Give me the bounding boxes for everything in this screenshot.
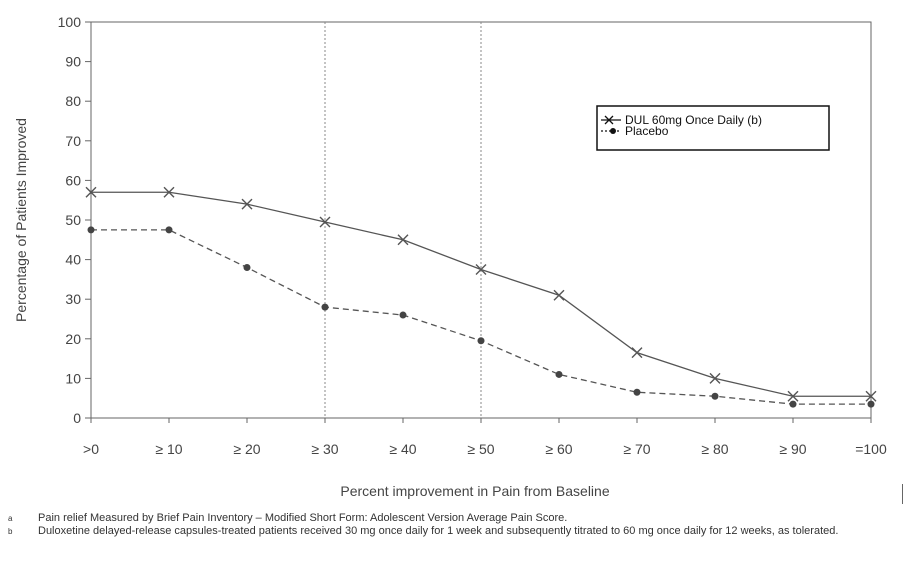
y-tick-label: 70 <box>65 133 81 149</box>
data-point-circle <box>633 388 641 396</box>
footnotes: a Pain relief Measured by Brief Pain Inv… <box>8 512 913 538</box>
x-tick-label: >0 <box>83 441 99 457</box>
footnote-mark: b <box>8 527 13 536</box>
data-point-circle <box>165 226 173 234</box>
chart: 0 10 20 30 40 50 60 70 80 90 100 >0 ≥ 10 ≥ 20 ≥ 30 ≥ 40… <box>13 14 887 499</box>
text-cursor-mark <box>902 484 903 504</box>
y-tick-label: 10 <box>65 370 81 386</box>
x-tick-label: ≥ 60 <box>545 441 572 457</box>
legend-swatch-marker <box>604 115 614 125</box>
x-tick-label: ≥ 70 <box>623 441 650 457</box>
data-point-circle <box>555 370 563 378</box>
y-tick-label: 60 <box>65 172 81 188</box>
y-axis-label: Percentage of Patients Improved <box>13 118 29 322</box>
data-point-circle <box>399 311 407 319</box>
x-tick-label: ≥ 80 <box>701 441 728 457</box>
footnote-text: Duloxetine delayed-release capsules-trea… <box>38 525 839 537</box>
data-point-circle <box>867 400 875 408</box>
x-tick-label: ≥ 20 <box>233 441 260 457</box>
data-point-circle <box>711 392 719 400</box>
y-tick-label: 50 <box>65 212 81 228</box>
data-point-circle <box>87 226 95 234</box>
footnote-text: Pain relief Measured by Brief Pain Inven… <box>38 512 568 524</box>
data-point-circle <box>243 264 251 272</box>
data-point-circle <box>477 337 485 345</box>
x-tick-label: ≥ 40 <box>389 441 416 457</box>
data-point-x <box>787 390 799 402</box>
data-point-circle <box>789 400 797 408</box>
y-tick-label: 40 <box>65 252 81 268</box>
data-point-x <box>397 234 409 246</box>
y-tick-label: 100 <box>58 14 82 30</box>
y-tick-label: 30 <box>65 291 81 307</box>
footnote-mark: a <box>8 514 13 523</box>
y-tick-label: 90 <box>65 54 81 70</box>
x-tick-label: =100 <box>855 441 887 457</box>
legend-label: Placebo <box>625 124 669 138</box>
data-point-x <box>319 216 331 228</box>
data-point-x <box>163 186 175 198</box>
data-point-circle <box>321 303 329 311</box>
x-tick-label: ≥ 90 <box>779 441 806 457</box>
data-point-x <box>241 198 253 210</box>
data-point-x <box>631 347 643 359</box>
x-tick-label: ≥ 50 <box>467 441 494 457</box>
data-point-x <box>709 372 721 384</box>
data-point-x <box>85 186 97 198</box>
footnote-a: a Pain relief Measured by Brief Pain Inv… <box>8 512 913 525</box>
x-tick-label: ≥ 10 <box>155 441 182 457</box>
footnote-b: b Duloxetine delayed-release capsules-tr… <box>8 525 913 538</box>
data-point-x <box>865 390 877 402</box>
legend-box <box>596 105 830 151</box>
data-point-x <box>553 289 565 301</box>
legend-swatch-marker <box>610 128 616 134</box>
y-tick-label: 20 <box>65 331 81 347</box>
data-point-x <box>475 264 487 275</box>
legend-label: DUL 60mg Once Daily (b) <box>625 113 762 127</box>
y-tick-label: 0 <box>73 410 81 426</box>
x-axis-label: Percent improvement in Pain from Baselin… <box>340 483 609 499</box>
y-tick-label: 80 <box>65 93 81 109</box>
x-tick-label: ≥ 30 <box>311 441 338 457</box>
